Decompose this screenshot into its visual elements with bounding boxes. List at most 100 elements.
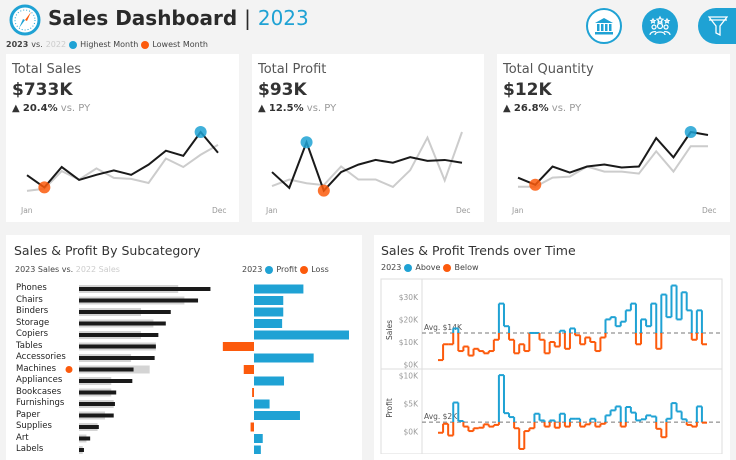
trends-legend: 2023 Above Below [381, 263, 479, 272]
compass-logo-icon [9, 4, 41, 36]
kpi-value: $12K [503, 80, 552, 100]
subcategory-label: Bookcases [16, 386, 62, 397]
kpi-value: $733K [12, 80, 73, 100]
y-tick-label: $10K [399, 338, 419, 347]
title-text: Sales Dashboard [48, 6, 238, 30]
subcategory-label: Supplies [16, 421, 52, 431]
legend-loss: Loss [311, 265, 329, 274]
legend-previous-year: 2022 [45, 40, 67, 49]
legend-2022-sales: 2022 Sales [75, 265, 120, 274]
legend-above: Above [415, 263, 441, 272]
lowest-month-marker [317, 184, 330, 197]
subcategory-label: Storage [16, 317, 50, 328]
header-legend: 2023 vs. 2022 Highest Month Lowest Month [6, 40, 208, 49]
bar-sales-2023 [79, 413, 114, 418]
kpi-delta-value: 26.8% [513, 103, 549, 114]
average-label: Avg. $14K [424, 323, 463, 332]
kpi-delta: ▲ 26.8% vs. PY [503, 103, 581, 114]
kpi-value: $93K [258, 80, 307, 100]
bar-sales-2023 [79, 310, 171, 314]
subcategory-label: Machines [16, 363, 57, 374]
legend-profit: Profit [276, 265, 298, 274]
legend-year: 2023 [381, 263, 402, 272]
below-dot-icon [443, 263, 452, 272]
y-tick-label: $30K [399, 293, 419, 302]
kpi-title: Total Profit [258, 62, 327, 77]
legend-vs: vs. [61, 265, 74, 274]
legend-current-year: 2023 [6, 40, 29, 49]
subcategory-label: Accessories [16, 352, 66, 362]
bar-sales-2023 [79, 402, 115, 406]
bar-sales-2023 [79, 298, 199, 303]
subcategory-label: Paper [16, 409, 41, 420]
bar-profit [254, 434, 263, 443]
y-tick-label: $20K [399, 315, 419, 324]
kpi-delta-label: vs. PY [306, 103, 337, 114]
kpi-delta-label: vs. PY [551, 103, 582, 114]
bar-loss [252, 388, 254, 397]
bank-button[interactable] [586, 8, 622, 44]
y-axis-title: Sales [385, 320, 394, 340]
bar-sales-2023 [79, 287, 211, 291]
subcategory-label: Chairs [16, 294, 43, 305]
legend-vs: vs. [31, 40, 43, 49]
sparkline-current-year [517, 130, 709, 186]
kpi-delta: ▲ 12.5% vs. PY [258, 103, 336, 114]
x-label-start: Jan [511, 206, 524, 215]
bar-profit [254, 284, 304, 294]
bar-sales-2023 [79, 425, 99, 429]
sparkline-previous-year [518, 145, 708, 188]
lowest-month-marker [529, 178, 542, 191]
plot-frame [380, 278, 723, 454]
kpi-card-profit: Total Profit $93K ▲ 12.5% vs. PY [252, 54, 484, 222]
subcategory-label: Furnishings [16, 398, 65, 408]
subcategory-label: Art [16, 432, 29, 443]
profit-dot-icon [265, 265, 274, 274]
profit-legend: 2023 Profit Loss [242, 265, 329, 274]
average-label: Avg. $2K [424, 412, 458, 421]
filter-button[interactable] [698, 8, 736, 44]
bar-sales-2023 [79, 344, 156, 349]
bar-sales-2023 [79, 321, 166, 326]
bar-sales-2023 [79, 390, 117, 395]
x-label-end: Dec [456, 206, 471, 215]
highest-month-marker [194, 126, 207, 138]
subcategory-label: Binders [16, 306, 49, 316]
bar-sales-2023 [79, 367, 134, 372]
bar-profit [254, 399, 270, 409]
x-label-end: Dec [702, 206, 717, 215]
sales-legend: 2023 Sales vs. 2022 Sales [15, 265, 120, 274]
bar-sales-2023 [79, 448, 84, 452]
up-triangle-icon: ▲ [258, 103, 266, 114]
team-button[interactable] [642, 8, 678, 44]
bar-sales-2023 [79, 436, 91, 441]
x-label-start: Jan [265, 206, 278, 215]
panel-title: Sales & Profit Trends over Time [381, 243, 576, 258]
bar-profit [254, 445, 261, 454]
loss-dot-icon [300, 265, 309, 274]
highest-month-marker [684, 126, 697, 138]
above-dot-icon [404, 263, 413, 272]
filter-icon [708, 16, 728, 37]
y-tick-label: $0K [404, 428, 420, 437]
bar-profit [254, 307, 284, 317]
subcategory-panel: Sales & Profit By Subcategory 2023 Sales… [6, 235, 362, 460]
kpi-delta-value: 20.4% [22, 103, 58, 114]
bar-profit [254, 330, 349, 340]
bar-profit [254, 319, 283, 328]
y-tick-label: $10K [399, 372, 419, 381]
bank-icon [595, 18, 613, 35]
up-triangle-icon: ▲ [12, 103, 20, 114]
bar-loss [222, 342, 254, 351]
sparkline-previous-year [26, 144, 219, 192]
title-year: 2023 [257, 6, 309, 30]
subcategory-label: Appliances [16, 375, 63, 385]
x-label-start: Jan [20, 206, 33, 215]
lowest-dot-icon [141, 40, 150, 49]
sparkline-previous-year [271, 131, 463, 189]
title-separator: | [244, 6, 251, 30]
sparkline-current-year [26, 130, 219, 189]
subcategory-label: Phones [16, 283, 47, 293]
bar-sales-2023 [79, 379, 133, 383]
